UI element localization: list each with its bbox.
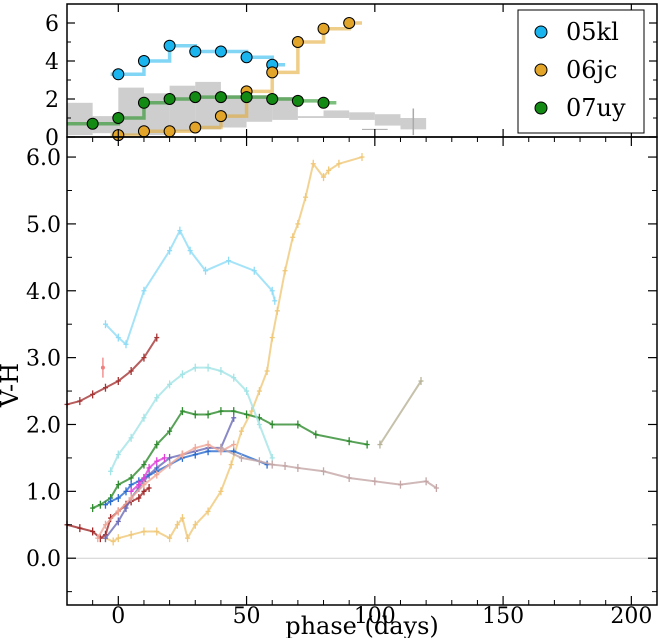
marker-07uy: [163, 93, 176, 105]
marker-05kl: [214, 45, 227, 58]
marker-06jc: [317, 22, 330, 35]
marker-07uy: [214, 91, 227, 104]
series-mauve: [218, 443, 439, 492]
series-05kl: [102, 226, 278, 349]
bottom-panel-frame: [66, 136, 658, 606]
marker-07uy: [112, 112, 125, 124]
marker-05kl: [240, 51, 253, 64]
y-tick-label: 6.0: [26, 146, 61, 171]
marker-07uy: [86, 117, 99, 130]
pink-point: [100, 365, 105, 370]
marker-07uy: [240, 91, 253, 104]
y-axis-label: V-H: [0, 363, 24, 408]
legend-marker-07uy: [534, 101, 548, 115]
line-teal: [109, 366, 274, 472]
x-axis-label: phase (days): [285, 612, 439, 638]
line-slate: [104, 417, 235, 539]
top-y-tick-label: 0: [45, 126, 59, 151]
marker-07uy: [189, 91, 202, 104]
range-band-segment: [349, 112, 375, 120]
top-panel: 0 2 4 6 05kl 06jc 07uy: [45, 3, 658, 151]
series-blue: [102, 447, 270, 509]
legend-label-06jc: 06jc: [566, 56, 617, 84]
x-tick-label: 200: [610, 604, 652, 629]
marker-06jc: [343, 17, 356, 29]
series-07uy: [67, 91, 337, 130]
series-07uy: [90, 407, 370, 513]
series-05kl: [110, 39, 286, 81]
y-tick-label: 1.0: [26, 480, 61, 505]
legend-marker-06jc: [534, 63, 548, 77]
legend-label-05kl: 05kl: [566, 18, 619, 46]
marker-06jc: [214, 110, 227, 123]
marker-07uy: [317, 96, 330, 109]
top-y-tick-label: 4: [45, 50, 59, 75]
series-teal: [108, 363, 275, 476]
y-tick-label: 5.0: [26, 213, 61, 238]
top-y-tick-label: 6: [45, 12, 59, 37]
range-band-segment: [67, 102, 93, 136]
y-tick-label: 0.0: [26, 547, 61, 572]
line-05kl: [104, 228, 276, 346]
marker-05kl: [163, 39, 176, 52]
line-07uy: [92, 409, 368, 509]
line-salmon: [96, 443, 235, 539]
marker-05kl: [112, 68, 125, 81]
legend-label-07uy: 07uy: [566, 94, 626, 122]
marker-06jc: [266, 66, 279, 79]
range-band-segment: [195, 81, 221, 130]
series-06jc: [102, 153, 365, 546]
marker-06jc: [291, 36, 304, 48]
y-tick-label: 4.0: [26, 280, 61, 305]
legend: 05kl 06jc 07uy: [517, 9, 645, 134]
bottom-panel: 0.0 1.0 2.0 3.0 4.0 5.0 6.0 0 50 100 150 200 phase (…: [0, 136, 658, 638]
marker-06jc: [189, 121, 202, 134]
x-tick-label: 150: [482, 604, 524, 629]
y-tick-label: 2.0: [26, 413, 61, 438]
series-darkred: [64, 333, 160, 409]
marker-07uy: [266, 93, 279, 105]
range-band-segment: [374, 114, 401, 126]
range-band-segment: [272, 97, 298, 120]
marker-05kl: [137, 55, 150, 67]
series-salmon: [95, 440, 237, 543]
marker-06jc: [163, 125, 176, 138]
x-tick-label: 50: [233, 604, 261, 629]
marker-07uy: [291, 94, 304, 107]
top-y-tick-label: 2: [45, 88, 59, 113]
x-tick-label: 100: [354, 604, 396, 629]
legend-marker-05kl: [534, 25, 548, 39]
series-magenta: [128, 453, 167, 496]
marker-06jc: [137, 125, 150, 138]
line-darkred: [66, 337, 158, 406]
line-olive: [379, 380, 422, 446]
y-tick-label: 3.0: [26, 347, 61, 372]
marker-07uy: [137, 96, 150, 109]
x-tick-label: 0: [111, 604, 125, 629]
series-olive: [377, 377, 424, 449]
marker-05kl: [189, 45, 202, 58]
range-band-segment: [297, 116, 324, 118]
line-mauve: [220, 446, 437, 489]
range-band-segment: [323, 110, 350, 118]
